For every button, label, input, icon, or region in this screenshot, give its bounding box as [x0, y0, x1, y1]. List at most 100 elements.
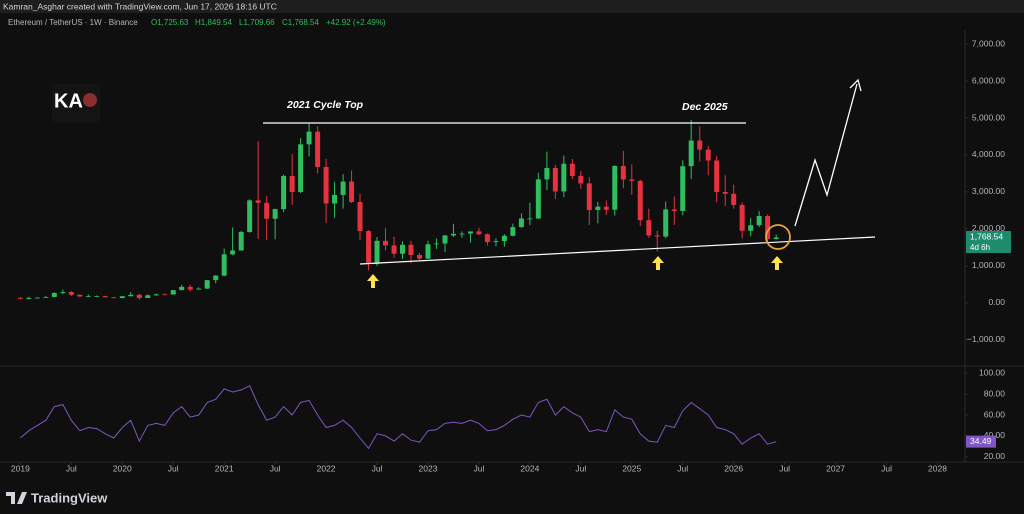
x-tick-label: 2019: [11, 463, 30, 473]
annotation-dec-2025: Dec 2025: [682, 101, 728, 113]
candle-body: [603, 206, 609, 210]
candle-body: [450, 233, 456, 236]
up-arrow: [771, 256, 783, 270]
candle-body: [510, 227, 516, 236]
up-arrow: [652, 256, 664, 270]
y-tick-label: 20.00: [984, 451, 1006, 461]
candle-body: [646, 220, 652, 236]
candle-body: [357, 202, 363, 232]
candle-body: [349, 181, 355, 203]
candle-body: [748, 225, 754, 231]
highlight-circle: [765, 224, 791, 250]
arrows: [367, 256, 783, 288]
candle-body: [722, 191, 728, 194]
x-tick-label: Jul: [779, 463, 790, 473]
candle-body: [289, 175, 295, 192]
candle-body: [196, 288, 202, 290]
candle-body: [637, 180, 643, 221]
symbol: Ethereum / TetherUS · 1W · Binance: [8, 18, 138, 27]
x-tick-label: Jul: [372, 463, 383, 473]
candle-body: [493, 241, 499, 243]
candle-body: [561, 163, 567, 192]
candle-body: [417, 254, 423, 259]
y-tick-label: 1,000.00: [972, 260, 1005, 270]
projection-arrow: [794, 83, 858, 227]
x-tick-label: Jul: [677, 463, 688, 473]
candle-body: [315, 131, 321, 167]
candle-body: [739, 204, 745, 231]
logo-text: KA: [54, 90, 83, 112]
x-tick-label: Jul: [66, 463, 77, 473]
candle-body: [731, 193, 737, 205]
rsi-line: [20, 385, 777, 450]
candle-body: [535, 179, 541, 219]
candle-body: [323, 166, 329, 204]
candle-body: [94, 296, 100, 297]
candle-body: [51, 292, 57, 297]
candle-body: [102, 296, 108, 298]
ohlc-open: O1,725.63: [151, 18, 189, 27]
rsi-badge-label: 34.49: [970, 436, 992, 446]
y-tick-label: 40.00: [984, 430, 1006, 440]
candle-body: [255, 200, 261, 203]
candle-body: [238, 231, 244, 251]
x-tick-label: 2025: [622, 463, 641, 473]
y-tick-label: 80.00: [984, 388, 1006, 398]
candle-body: [77, 294, 83, 297]
candle-body: [765, 215, 771, 240]
candle-body: [586, 183, 592, 210]
x-tick-label: 2028: [928, 463, 947, 473]
candle-body: [34, 297, 40, 299]
logo: KA: [52, 84, 100, 122]
candle-body: [68, 292, 74, 295]
x-tick-label: Jul: [881, 463, 892, 473]
candle-body: [145, 295, 151, 298]
top-bar: [0, 0, 1024, 13]
candle-body: [179, 286, 185, 291]
candle-body: [612, 165, 618, 210]
candle-body: [663, 209, 669, 237]
candle-body: [272, 209, 278, 219]
footer-brand: TradingView: [31, 490, 108, 505]
y-tick-label: 5,000.00: [972, 112, 1005, 122]
up-arrow: [367, 274, 379, 288]
price-badge-label: 1,768.54: [970, 231, 1003, 241]
x-tick-label: Jul: [575, 463, 586, 473]
projection-arrowhead: [849, 78, 862, 92]
candle-body: [501, 235, 507, 242]
candle-body: [705, 149, 711, 161]
candle-body: [680, 166, 686, 211]
x-tick-label: Jul: [168, 463, 179, 473]
candle-body: [332, 194, 338, 204]
y-tick-label: 6,000.00: [972, 75, 1005, 85]
candle-body: [400, 244, 406, 254]
candle-body: [578, 175, 584, 184]
candle-body: [714, 160, 720, 192]
y-tick-label: 0.00: [988, 297, 1005, 307]
candle-body: [484, 234, 490, 243]
candle-body: [85, 296, 91, 298]
logo-figure: [83, 93, 97, 107]
candle-body: [671, 209, 677, 211]
candle-body: [552, 168, 558, 192]
candle-body: [442, 235, 448, 244]
y-tick-label: −1,000.00: [967, 334, 1005, 344]
candle-body: [366, 231, 372, 264]
candle-body: [153, 294, 159, 296]
candle-body: [756, 215, 762, 226]
candle-body: [425, 244, 431, 259]
x-tick-label: 2020: [113, 463, 132, 473]
candle-body: [527, 218, 533, 220]
candle-body: [17, 298, 23, 299]
candle-body: [298, 144, 304, 192]
candle-body: [170, 290, 176, 295]
candle-body: [391, 245, 397, 254]
x-tick-label: Jul: [270, 463, 281, 473]
candle-body: [119, 296, 125, 299]
x-tick-label: 2027: [826, 463, 845, 473]
candle-body: [43, 296, 49, 298]
candle-body: [162, 294, 168, 296]
candle-body: [60, 292, 66, 293]
